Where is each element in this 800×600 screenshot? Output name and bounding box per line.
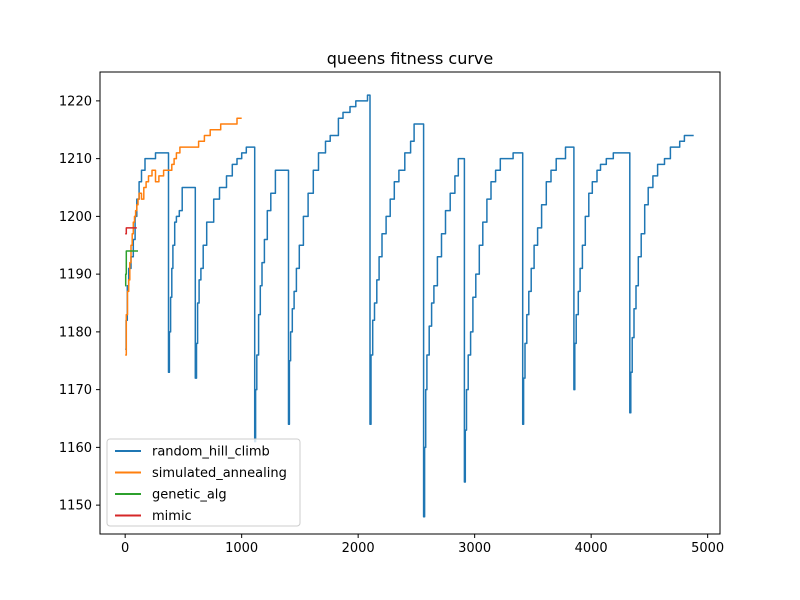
x-tick-label: 5000 (691, 541, 724, 556)
legend-label: mimic (152, 509, 192, 524)
x-tick-label: 0 (121, 541, 129, 556)
y-tick-label: 1160 (59, 441, 92, 456)
series-line-simulated-annealing (125, 117, 242, 356)
series-layer (124, 94, 694, 518)
x-tick-label: 1000 (225, 541, 258, 556)
y-tick-label: 1210 (59, 152, 92, 167)
y-tick-label: 1180 (59, 325, 92, 340)
x-tick-label: 3000 (458, 541, 491, 556)
legend-label: simulated_annealing (152, 466, 287, 481)
y-tick-label: 1220 (59, 94, 92, 109)
y-tick-label: 1200 (59, 210, 92, 225)
series-line-genetic-alg (124, 250, 138, 287)
legend: random_hill_climb simulated_annealinggene… (106, 438, 301, 527)
legend-frame (106, 438, 301, 527)
series-line-mimic (125, 227, 137, 235)
y-tick-label: 1150 (59, 499, 92, 514)
legend-label: genetic_alg (152, 488, 227, 503)
x-tick-label: 4000 (575, 541, 608, 556)
plot-frame (99, 71, 721, 535)
y-tick-label: 1190 (59, 268, 92, 283)
axes-layer: 0 1000 2000 3000 4000 5000 1150 1160 1170 1180 119… (59, 94, 724, 556)
legend-label: random_hill_climb (152, 445, 270, 460)
y-tick-label: 1170 (59, 383, 92, 398)
series-line-random-hill-climb (125, 94, 694, 518)
x-tick-label: 2000 (342, 541, 375, 556)
chart-title: queens fitness curve (327, 49, 493, 68)
